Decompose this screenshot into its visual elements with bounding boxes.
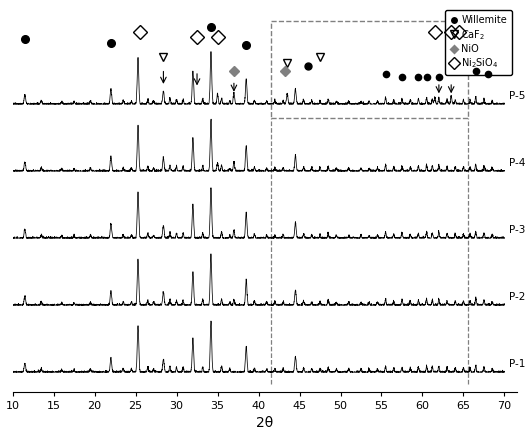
Text: P-5: P-5: [509, 91, 525, 101]
Legend: Willemite, CaF$_2$, NiO, Ni$_2$SiO$_4$: Willemite, CaF$_2$, NiO, Ni$_2$SiO$_4$: [445, 10, 512, 75]
Text: P-2: P-2: [509, 292, 525, 302]
Bar: [271, 21, 468, 118]
Text: P-4: P-4: [509, 158, 525, 168]
X-axis label: 2θ: 2θ: [256, 416, 273, 430]
Text: P-1: P-1: [509, 359, 525, 369]
Text: P-3: P-3: [509, 225, 525, 235]
